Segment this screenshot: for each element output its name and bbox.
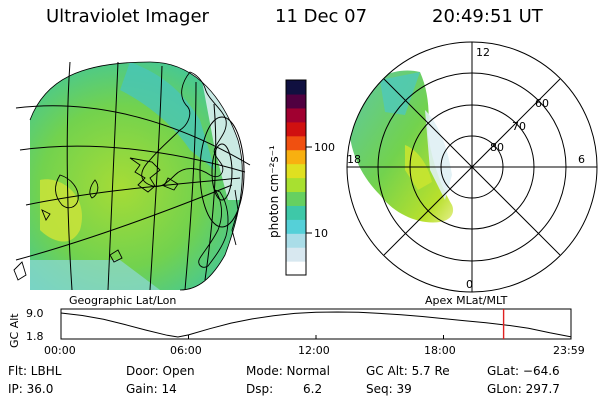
colorbar-stripe bbox=[286, 261, 306, 276]
altitude-curve bbox=[60, 311, 571, 338]
sequence-info: Seq: 39 bbox=[366, 382, 412, 396]
colorbar bbox=[285, 79, 312, 276]
colorbar-stripe bbox=[286, 219, 306, 234]
colorbar-stripe bbox=[286, 177, 306, 193]
mlt-label-12: 12 bbox=[476, 46, 490, 59]
polar-panel-caption: Apex MLat/MLT bbox=[425, 294, 508, 307]
time-label: 20:49:51 UT bbox=[432, 6, 543, 27]
polar-map bbox=[346, 41, 598, 293]
altitude-xtick-4: 23:59 bbox=[553, 344, 585, 357]
colorbar-label-10: 10 bbox=[314, 227, 328, 240]
geo-limb bbox=[29, 61, 243, 291]
dsp-label: Dsp: bbox=[246, 382, 274, 396]
colorbar-stripe bbox=[286, 149, 306, 165]
altitude-plot bbox=[60, 308, 572, 340]
gc-altitude-info: GC Alt: 5.7 Re bbox=[366, 364, 450, 378]
altitude-ytick-min: 1.8 bbox=[26, 330, 44, 343]
filter-info: Flt: LBHL bbox=[8, 364, 62, 378]
colorbar-stripe bbox=[286, 121, 306, 137]
date-label: 11 Dec 07 bbox=[275, 6, 368, 27]
colorbar-stripe bbox=[286, 135, 306, 151]
mlt-label-0: 0 bbox=[466, 278, 473, 291]
geo-longitude-info: GLon: 297.7 bbox=[487, 382, 560, 396]
colorbar-label-100: 100 bbox=[314, 141, 335, 154]
geographic-map bbox=[13, 61, 251, 291]
mlt-label-6: 6 bbox=[578, 153, 585, 166]
colorbar-stripe bbox=[286, 233, 306, 248]
colorbar-unit-label: photon cm⁻²s⁻¹ bbox=[267, 145, 281, 238]
colorbar-stripe bbox=[286, 93, 306, 109]
geo-grid bbox=[15, 61, 251, 291]
geo-aurora-cyan-band bbox=[120, 62, 215, 170]
altitude-xtick-2: 12:00 bbox=[298, 344, 330, 357]
colorbar-stripe bbox=[286, 80, 306, 95]
polar-aurora-cyan bbox=[380, 72, 420, 115]
polar-axis-diag2 bbox=[383, 78, 561, 256]
polar-grid bbox=[346, 41, 598, 293]
mlat-label-80: 80 bbox=[490, 141, 504, 154]
colorbar-stripe bbox=[286, 107, 306, 123]
instrument-title: Ultraviolet Imager bbox=[46, 6, 209, 27]
mlat-label-70: 70 bbox=[512, 120, 526, 133]
geo-coastlines bbox=[13, 71, 239, 281]
colorbar-stripe bbox=[286, 191, 306, 206]
geo-lower-haze bbox=[30, 260, 160, 290]
ip-info: IP: 36.0 bbox=[8, 382, 54, 396]
geo-latitude-info: GLat: −64.6 bbox=[487, 364, 560, 378]
colorbar-stripes bbox=[286, 80, 306, 276]
mode-info: Mode: Normal bbox=[246, 364, 330, 378]
mlt-label-18: 18 bbox=[347, 153, 361, 166]
altitude-xtick-1: 06:00 bbox=[170, 344, 202, 357]
altitude-xtick-0: 00:00 bbox=[44, 344, 76, 357]
polar-dayside-haze bbox=[425, 110, 452, 200]
altitude-plot-frame bbox=[60, 308, 572, 340]
altitude-ytick-max: 9.0 bbox=[26, 307, 44, 320]
altitude-xtick-3: 18:00 bbox=[424, 344, 456, 357]
geo-panel-caption: Geographic Lat/Lon bbox=[69, 294, 177, 307]
colorbar-frame bbox=[285, 79, 307, 276]
altitude-ylabel: GC Alt bbox=[8, 313, 21, 348]
colorbar-stripe bbox=[286, 247, 306, 262]
geo-aurora-bright-patch bbox=[40, 179, 82, 242]
gain-info: Gain: 14 bbox=[126, 382, 177, 396]
colorbar-stripe bbox=[286, 205, 306, 220]
colorbar-stripe bbox=[286, 163, 306, 179]
altitude-x-ticks bbox=[60, 335, 572, 339]
door-info: Door: Open bbox=[126, 364, 195, 378]
mlat-label-60: 60 bbox=[535, 97, 549, 110]
dsp-value: 6.2 bbox=[303, 382, 323, 396]
